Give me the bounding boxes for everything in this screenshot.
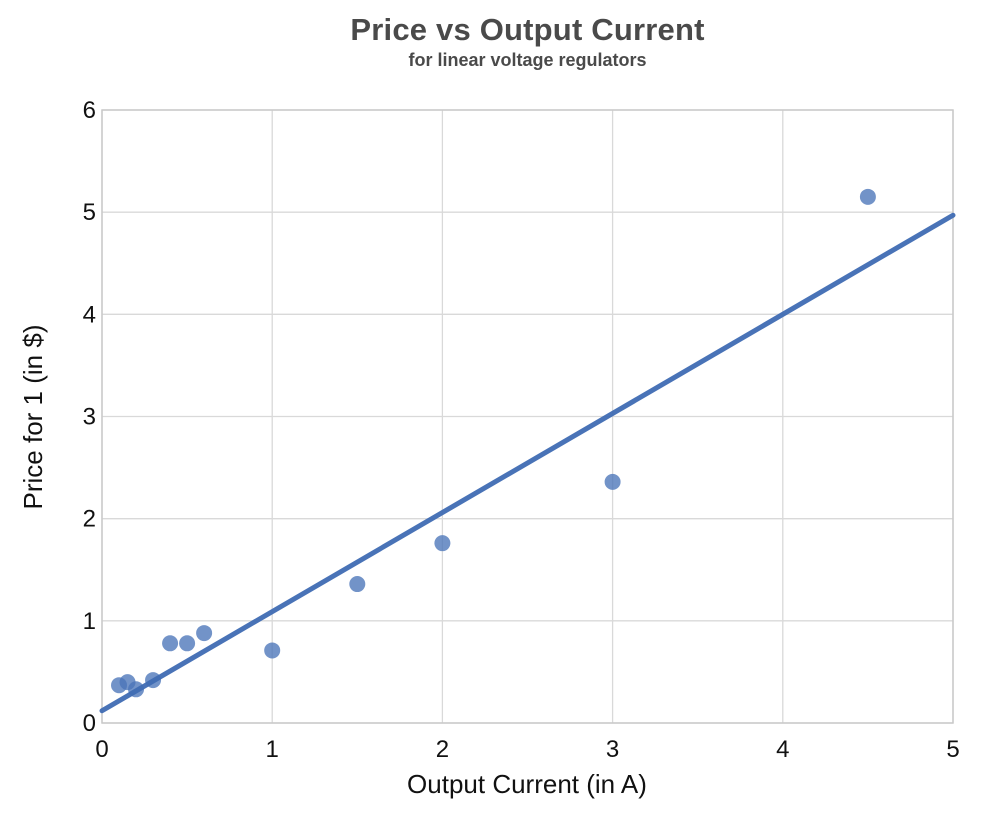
chart-title: Price vs Output Current [350, 12, 705, 47]
y-tick-label: 6 [83, 97, 96, 124]
y-axis-title: Price for 1 (in $) [18, 325, 48, 510]
data-point [859, 188, 876, 205]
data-point [264, 642, 281, 659]
y-tick-label: 2 [83, 506, 96, 533]
y-tick-label: 0 [83, 710, 96, 737]
grid-layer [101, 109, 954, 724]
x-tick-label: 4 [776, 736, 789, 763]
y-tick-label: 5 [83, 199, 96, 226]
x-tick-label: 3 [606, 736, 619, 763]
data-point [349, 576, 366, 593]
y-tick-label: 4 [83, 301, 96, 328]
trend-line [99, 212, 956, 714]
data-point [179, 635, 196, 652]
data-point [196, 625, 213, 642]
data-points-layer [111, 188, 876, 698]
x-tick-label: 0 [95, 736, 108, 763]
chart-header: Price vs Output Current for linear volta… [102, 12, 953, 71]
x-tick-label: 2 [436, 736, 449, 763]
data-point [162, 635, 179, 652]
trendline-layer [99, 212, 956, 714]
x-tick-label: 1 [266, 736, 279, 763]
x-axis-title: Output Current (in A) [407, 769, 647, 799]
chart-subtitle: for linear voltage regulators [408, 50, 647, 70]
x-tick-label: 5 [946, 736, 959, 763]
data-point [604, 473, 621, 490]
tick-labels-layer: 0 1 2 3 4 5 6 0 1 2 3 4 5 [83, 97, 960, 763]
y-tick-label: 1 [83, 608, 96, 635]
y-tick-label: 3 [83, 404, 96, 431]
plot-border [101, 109, 954, 724]
data-point [434, 535, 451, 552]
